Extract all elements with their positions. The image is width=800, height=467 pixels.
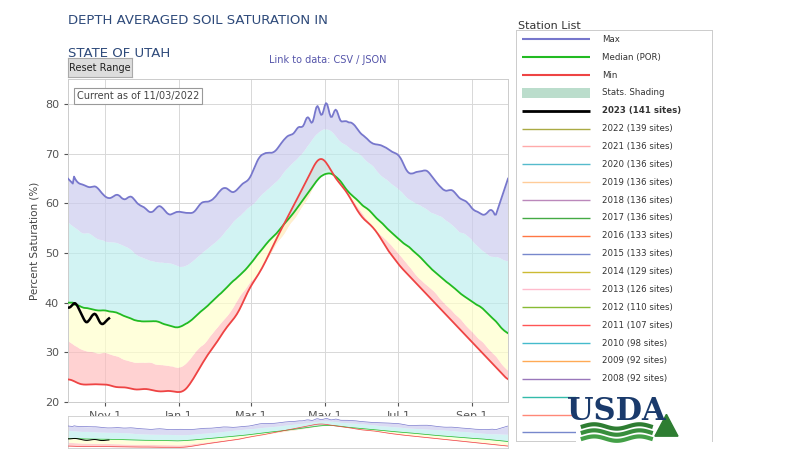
Text: 2010 (98 sites): 2010 (98 sites) (602, 339, 667, 347)
Text: 2014 (129 sites): 2014 (129 sites) (602, 267, 673, 276)
Text: 2011 (107 sites): 2011 (107 sites) (602, 321, 673, 330)
Text: 2022 (139 sites): 2022 (139 sites) (602, 124, 673, 133)
Text: 2023 (141 sites): 2023 (141 sites) (602, 106, 682, 115)
Text: 2005 (71 sites): 2005 (71 sites) (602, 428, 667, 437)
Text: Max: Max (602, 35, 620, 44)
Text: USDA: USDA (567, 396, 666, 427)
Polygon shape (655, 414, 678, 436)
Text: Current as of 11/03/2022: Current as of 11/03/2022 (77, 91, 199, 101)
Text: 2018 (136 sites): 2018 (136 sites) (602, 196, 673, 205)
Text: 2015 (133 sites): 2015 (133 sites) (602, 249, 673, 258)
Text: Min: Min (602, 71, 618, 79)
Text: 2020 (136 sites): 2020 (136 sites) (602, 160, 673, 169)
Text: 2017 (136 sites): 2017 (136 sites) (602, 213, 673, 222)
Text: Median (POR): Median (POR) (602, 53, 661, 62)
Text: 2012 (110 sites): 2012 (110 sites) (602, 303, 673, 312)
Text: STATE OF UTAH: STATE OF UTAH (68, 47, 170, 60)
Text: 2006 (82 sites): 2006 (82 sites) (602, 410, 667, 419)
Text: 2019 (136 sites): 2019 (136 sites) (602, 178, 673, 187)
Text: 2016 (133 sites): 2016 (133 sites) (602, 231, 673, 241)
Text: DEPTH AVERAGED SOIL SATURATION IN: DEPTH AVERAGED SOIL SATURATION IN (68, 14, 328, 27)
Y-axis label: Percent Saturation (%): Percent Saturation (%) (30, 182, 39, 300)
Text: Stats. Shading: Stats. Shading (602, 88, 665, 98)
Text: 2021 (136 sites): 2021 (136 sites) (602, 142, 673, 151)
Text: Station List: Station List (518, 21, 581, 31)
Text: 2008 (92 sites): 2008 (92 sites) (602, 374, 667, 383)
Text: 2007 (89 sites): 2007 (89 sites) (602, 392, 667, 401)
Text: 2013 (126 sites): 2013 (126 sites) (602, 285, 673, 294)
Text: Link to data: CSV / JSON: Link to data: CSV / JSON (270, 55, 386, 65)
Text: Reset Range: Reset Range (69, 63, 131, 73)
Text: 2009 (92 sites): 2009 (92 sites) (602, 356, 667, 365)
